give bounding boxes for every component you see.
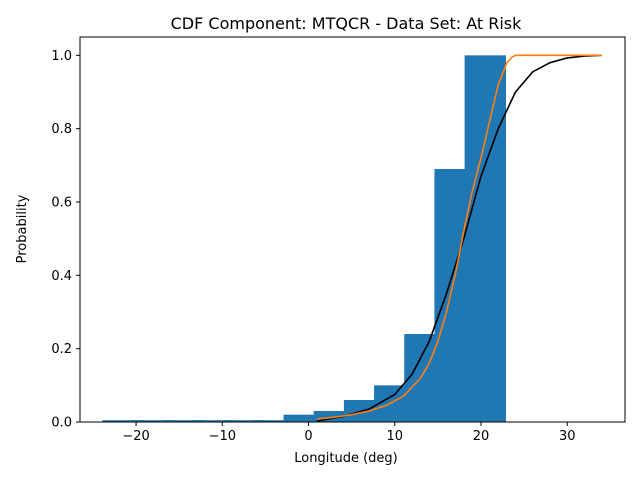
bar [192, 420, 235, 422]
bar [162, 420, 205, 422]
x-tick-label: 10 [386, 429, 403, 444]
bar [223, 420, 265, 422]
bar [253, 420, 295, 422]
series-line-2 [317, 54, 602, 420]
bar [464, 55, 506, 422]
y-tick-label: 0.4 [51, 269, 72, 284]
chart-title: CDF Component: MTQCR - Data Set: At Risk [171, 14, 523, 33]
x-tick-label: 20 [473, 429, 490, 444]
x-axis-label: Longitude (deg) [294, 451, 397, 466]
bar [132, 420, 174, 422]
y-tick-label: 0.2 [51, 342, 72, 357]
y-tick-label: 0.0 [51, 416, 72, 431]
x-tick-label: 30 [559, 429, 576, 444]
plot-area [102, 54, 602, 422]
y-axis: 0.0 0.2 0.4 0.6 0.8 1.0 [51, 49, 80, 431]
x-tick-label: 0 [304, 429, 312, 444]
x-tick-label: −10 [209, 429, 236, 444]
y-axis-label: Probability [15, 194, 30, 263]
bar [283, 414, 325, 422]
y-tick-label: 0.8 [51, 122, 72, 137]
series-line-1 [317, 54, 602, 422]
y-tick-label: 1.0 [51, 49, 72, 64]
x-tick-label: −20 [122, 429, 149, 444]
bar [102, 420, 144, 422]
axes-frame [79, 36, 626, 423]
y-tick-label: 0.6 [51, 196, 72, 211]
x-axis: −20 −10 0 10 20 30 [122, 422, 575, 444]
